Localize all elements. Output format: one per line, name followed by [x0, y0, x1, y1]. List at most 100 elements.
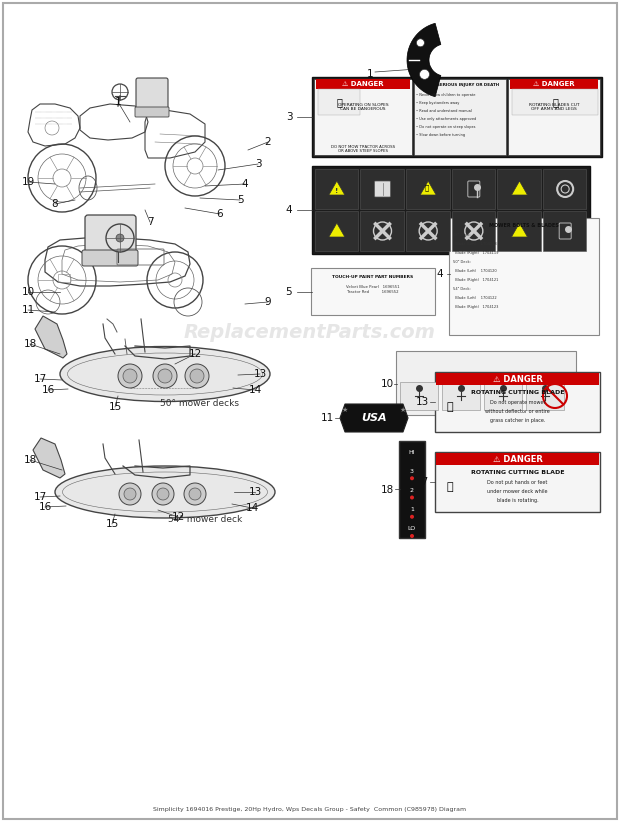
FancyBboxPatch shape	[497, 169, 541, 210]
FancyBboxPatch shape	[449, 218, 599, 335]
Text: • Keep bystanders away: • Keep bystanders away	[416, 101, 459, 105]
FancyBboxPatch shape	[406, 211, 450, 252]
Text: OPERATING ON SLOPES
CAN BE DANGEROUS: OPERATING ON SLOPES CAN BE DANGEROUS	[338, 103, 388, 111]
Text: 16: 16	[42, 385, 55, 395]
FancyBboxPatch shape	[135, 107, 169, 117]
FancyBboxPatch shape	[435, 452, 600, 512]
Circle shape	[410, 515, 414, 519]
Text: 🚶: 🚶	[446, 482, 453, 492]
Text: 1: 1	[410, 507, 414, 512]
Text: 5: 5	[286, 287, 292, 297]
Circle shape	[118, 364, 142, 388]
FancyBboxPatch shape	[543, 169, 587, 210]
Text: 3: 3	[286, 112, 292, 122]
FancyBboxPatch shape	[85, 215, 136, 259]
Text: 54" Deck:: 54" Deck:	[453, 287, 471, 291]
FancyBboxPatch shape	[312, 77, 602, 157]
FancyBboxPatch shape	[442, 382, 480, 410]
Text: DO NOT MOW TRACTOR ACROSS
OR ABOVE STEEP SLOPES: DO NOT MOW TRACTOR ACROSS OR ABOVE STEEP…	[331, 145, 395, 153]
FancyBboxPatch shape	[318, 89, 360, 115]
Text: 3: 3	[410, 469, 414, 473]
Text: 2: 2	[410, 488, 414, 493]
Text: 17: 17	[33, 374, 46, 384]
FancyBboxPatch shape	[400, 382, 438, 410]
FancyBboxPatch shape	[399, 441, 425, 538]
Text: 4: 4	[286, 205, 292, 215]
Text: Velvet Blue Pearl   1696551
Tractor Red          1696552: Velvet Blue Pearl 1696551 Tractor Red 16…	[346, 285, 400, 293]
Text: ROTATING CUTTING BLADE: ROTATING CUTTING BLADE	[471, 470, 564, 475]
FancyBboxPatch shape	[497, 211, 541, 252]
FancyBboxPatch shape	[82, 250, 138, 266]
Text: • Slow down before turning: • Slow down before turning	[416, 133, 465, 137]
Text: 19: 19	[21, 177, 35, 187]
Text: 🚜: 🚜	[552, 97, 558, 107]
Text: 11: 11	[321, 413, 334, 423]
Text: 50° mower decks: 50° mower decks	[161, 399, 239, 409]
Text: 15: 15	[105, 519, 118, 529]
FancyBboxPatch shape	[314, 211, 358, 252]
Text: 3: 3	[255, 159, 261, 169]
Text: 4: 4	[436, 269, 443, 279]
Text: Simplicity 1694016 Prestige, 20Hp Hydro, Wps Decals Group - Safety  Common (C985: Simplicity 1694016 Prestige, 20Hp Hydro,…	[153, 807, 467, 812]
FancyBboxPatch shape	[510, 79, 598, 89]
FancyBboxPatch shape	[406, 169, 450, 210]
Text: TOUCH-UP PAINT PART NUMBERS: TOUCH-UP PAINT PART NUMBERS	[332, 275, 414, 279]
Text: ⚠ DANGER: ⚠ DANGER	[492, 375, 542, 384]
Text: Blade (Right)   1704123: Blade (Right) 1704123	[453, 305, 498, 309]
Text: 13: 13	[415, 397, 428, 407]
FancyBboxPatch shape	[435, 372, 600, 432]
Text: 🚜: 🚜	[425, 185, 429, 192]
Text: 48" Deck:: 48" Deck:	[453, 233, 471, 237]
Polygon shape	[340, 404, 408, 432]
Text: ROTATING CUTTING BLADE: ROTATING CUTTING BLADE	[471, 390, 564, 395]
Text: 11: 11	[21, 305, 35, 315]
Polygon shape	[512, 181, 528, 195]
Text: USA: USA	[361, 413, 387, 423]
Polygon shape	[407, 23, 441, 97]
Text: Blade (Left)    1704120: Blade (Left) 1704120	[453, 269, 497, 273]
Polygon shape	[35, 316, 67, 358]
Circle shape	[158, 369, 172, 383]
FancyBboxPatch shape	[136, 78, 168, 114]
Text: 13: 13	[254, 369, 267, 379]
Text: • Use only attachments approved: • Use only attachments approved	[416, 117, 476, 121]
Text: Blade (Left)    1704118: Blade (Left) 1704118	[453, 242, 497, 246]
Text: 🚶: 🚶	[446, 402, 453, 412]
FancyBboxPatch shape	[451, 211, 495, 252]
Text: 18: 18	[24, 339, 37, 349]
Polygon shape	[33, 438, 65, 478]
Text: 10: 10	[381, 379, 394, 389]
Text: ★: ★	[400, 407, 406, 413]
Circle shape	[119, 483, 141, 505]
Text: 1: 1	[366, 69, 373, 79]
FancyBboxPatch shape	[312, 166, 590, 254]
Text: LO: LO	[408, 527, 416, 532]
Text: 14: 14	[249, 385, 262, 395]
Polygon shape	[329, 181, 345, 195]
Polygon shape	[420, 181, 436, 195]
Text: HI: HI	[409, 450, 415, 455]
FancyBboxPatch shape	[484, 382, 522, 410]
Polygon shape	[329, 223, 345, 237]
Text: Do not put hands or feet: Do not put hands or feet	[487, 480, 547, 485]
FancyBboxPatch shape	[508, 79, 600, 155]
Text: 17: 17	[415, 477, 428, 487]
Text: !: !	[335, 188, 339, 194]
FancyBboxPatch shape	[314, 79, 412, 155]
FancyBboxPatch shape	[396, 351, 576, 415]
Text: 6: 6	[216, 209, 223, 219]
Circle shape	[185, 364, 209, 388]
Text: blade is rotating.: blade is rotating.	[497, 498, 538, 503]
Circle shape	[123, 369, 137, 383]
Text: 14: 14	[246, 503, 259, 513]
Text: 8: 8	[51, 199, 58, 209]
FancyBboxPatch shape	[451, 169, 495, 210]
Text: ReplacementParts.com: ReplacementParts.com	[184, 322, 436, 341]
Text: 2: 2	[265, 137, 272, 147]
Text: ★: ★	[342, 407, 348, 413]
Ellipse shape	[60, 347, 270, 401]
FancyBboxPatch shape	[436, 453, 599, 465]
Text: ROTATING BLADES CUT
OFF ARMS AND LEGS: ROTATING BLADES CUT OFF ARMS AND LEGS	[529, 103, 579, 111]
Text: under mower deck while: under mower deck while	[487, 489, 547, 494]
FancyBboxPatch shape	[374, 181, 391, 197]
